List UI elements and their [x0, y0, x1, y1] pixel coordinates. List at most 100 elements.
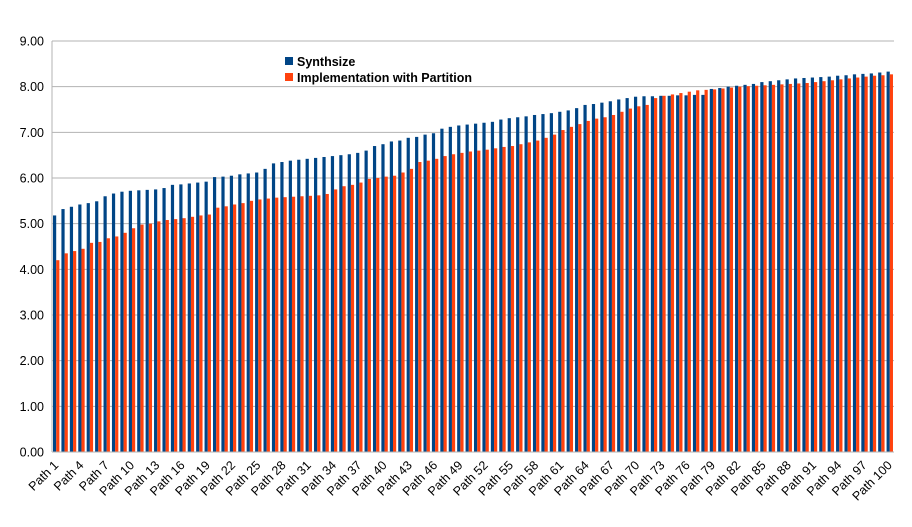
bar-synthsize: [524, 116, 528, 452]
bar-implementation-with-partition: [249, 200, 254, 452]
bar-synthsize: [137, 190, 141, 452]
bar-implementation-with-partition: [797, 83, 801, 452]
bar-synthsize: [608, 101, 612, 452]
bar-implementation-with-partition: [393, 175, 397, 452]
bar-synthsize: [532, 114, 537, 452]
bar-synthsize: [886, 71, 890, 452]
bar-synthsize: [549, 113, 553, 453]
y-tick-label: 7.00: [20, 126, 44, 140]
bar-implementation-with-partition: [157, 221, 161, 452]
bar-implementation-with-partition: [552, 134, 557, 452]
bar-implementation-with-partition: [241, 203, 245, 452]
bar-synthsize: [499, 119, 503, 453]
bar-implementation-with-partition: [527, 142, 531, 452]
bar-synthsize: [726, 86, 730, 453]
bar-implementation-with-partition: [485, 149, 489, 453]
bar-implementation-with-partition: [595, 118, 599, 452]
bar-implementation-with-partition: [494, 148, 498, 453]
bar-synthsize: [457, 125, 461, 452]
bar-implementation-with-partition: [696, 90, 700, 452]
bar-implementation-with-partition: [443, 156, 447, 452]
bar-synthsize: [431, 133, 436, 452]
bar-implementation-with-partition: [140, 224, 144, 452]
bar-implementation-with-partition: [780, 84, 784, 452]
bar-implementation-with-partition: [300, 196, 304, 452]
bar-implementation-with-partition: [106, 238, 110, 452]
bar-synthsize: [398, 140, 402, 452]
bar-implementation-with-partition: [359, 182, 363, 453]
bar-implementation-with-partition: [611, 114, 616, 452]
bar-synthsize: [145, 189, 149, 452]
bar-implementation-with-partition: [426, 160, 430, 452]
bar-synthsize: [591, 104, 596, 453]
bar-synthsize: [633, 96, 638, 453]
bar-implementation-with-partition: [788, 83, 792, 452]
bar-synthsize: [103, 196, 107, 452]
bar-synthsize: [288, 160, 292, 452]
bar-implementation-with-partition: [544, 137, 548, 452]
bar-synthsize: [128, 190, 132, 452]
bar-implementation-with-partition: [561, 130, 565, 453]
bar-synthsize: [718, 88, 722, 452]
bar-implementation-with-partition: [89, 242, 94, 452]
bar-implementation-with-partition: [519, 144, 523, 452]
bar-synthsize: [617, 99, 621, 452]
legend-swatch-synthsize: [285, 57, 293, 65]
bar-synthsize: [271, 163, 276, 453]
bar-implementation-with-partition: [603, 117, 607, 452]
grid-lines: [52, 40, 894, 453]
bar-synthsize: [667, 95, 671, 453]
bar-implementation-with-partition: [662, 95, 666, 453]
bar-implementation-with-partition: [190, 216, 195, 452]
bar-implementation-with-partition: [729, 87, 733, 452]
bar-synthsize: [861, 73, 865, 452]
bar-implementation-with-partition: [746, 86, 750, 453]
bar-synthsize: [255, 172, 259, 452]
bar-implementation-with-partition: [738, 86, 742, 453]
bar-synthsize: [575, 108, 579, 452]
bar-implementation-with-partition: [687, 91, 691, 452]
bar-implementation-with-partition: [207, 214, 211, 452]
bar-implementation-with-partition: [367, 178, 371, 452]
bar-synthsize: [810, 77, 814, 453]
bar-implementation-with-partition: [637, 106, 641, 452]
bar-implementation-with-partition: [148, 223, 153, 452]
bar-synthsize: [869, 73, 873, 452]
bar-synthsize: [793, 78, 798, 453]
bar-synthsize: [78, 204, 82, 452]
bar-implementation-with-partition: [620, 111, 624, 453]
bar-implementation-with-partition: [266, 198, 270, 452]
y-tick-label: 0.00: [20, 446, 44, 460]
bar-implementation-with-partition: [325, 193, 329, 452]
bar-implementation-with-partition: [477, 150, 481, 452]
bar-implementation-with-partition: [384, 176, 388, 452]
bar-synthsize: [356, 152, 360, 452]
bar-synthsize: [625, 98, 629, 452]
bar-synthsize: [364, 150, 368, 452]
bar-synthsize: [448, 126, 452, 452]
bar-implementation-with-partition: [131, 228, 136, 452]
bar-implementation-with-partition: [721, 88, 725, 452]
bar-implementation-with-partition: [64, 253, 68, 452]
bar-synthsize: [280, 162, 284, 452]
bar-synthsize: [465, 124, 469, 452]
bar-implementation-with-partition: [889, 74, 893, 452]
bar-synthsize: [187, 183, 191, 453]
bar-synthsize: [642, 96, 646, 453]
bar-implementation-with-partition: [654, 98, 658, 452]
y-tick-label: 8.00: [20, 80, 44, 94]
y-tick-label: 9.00: [20, 35, 44, 49]
bars: [53, 71, 893, 453]
bar-synthsize: [347, 154, 351, 452]
bar-implementation-with-partition: [98, 241, 102, 452]
bar-synthsize: [541, 114, 545, 453]
bar-synthsize: [221, 176, 225, 452]
bar-implementation-with-partition: [578, 124, 582, 452]
bar-synthsize: [322, 156, 326, 452]
bar-implementation-with-partition: [847, 78, 851, 453]
bar-synthsize: [111, 193, 116, 452]
bar-implementation-with-partition: [350, 184, 355, 452]
bar-synthsize: [684, 95, 688, 453]
